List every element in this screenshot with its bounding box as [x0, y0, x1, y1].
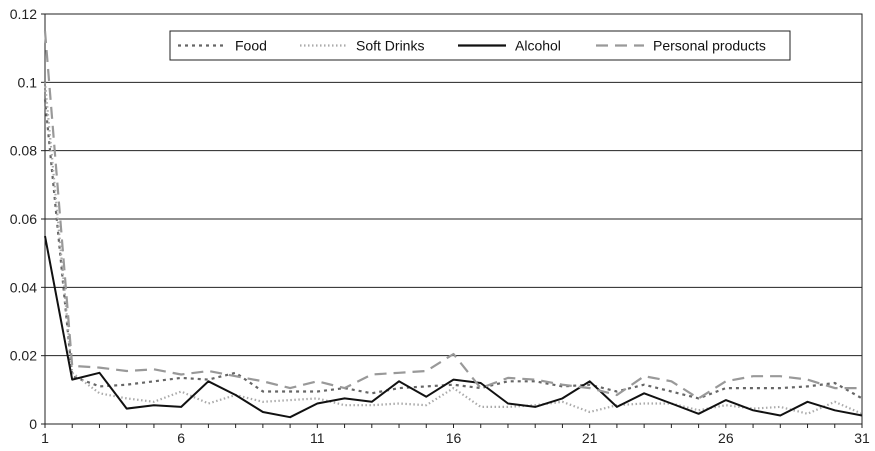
x-tick-label: 1 — [41, 430, 49, 446]
y-tick-label: 0.1 — [18, 74, 38, 90]
series-line-soft-drinks — [43, 82, 863, 415]
y-tick-label: 0.04 — [10, 279, 37, 295]
y-tick-label: 0.06 — [10, 211, 37, 227]
legend-label-alcohol: Alcohol — [515, 38, 561, 54]
legend-label-food: Food — [235, 38, 267, 54]
y-tick-label: 0.12 — [10, 6, 37, 22]
series-lines — [43, 31, 863, 419]
legend-label-personal-products: Personal products — [653, 38, 766, 54]
series-line-personal-products — [43, 31, 862, 400]
x-tick-label: 16 — [446, 430, 462, 446]
legend-label-soft-drinks: Soft Drinks — [356, 38, 424, 54]
x-tick-label: 6 — [177, 430, 185, 446]
y-tick-label: 0.02 — [10, 348, 37, 364]
gridlines — [45, 13, 862, 357]
y-tick-label: 0.08 — [10, 143, 37, 159]
x-tick-label: 26 — [718, 430, 734, 446]
x-tick-label: 11 — [310, 430, 325, 446]
axes: 00.020.040.060.080.10.121 6 11 16 21 26 31 — [10, 6, 870, 446]
series-line-alcohol — [44, 235, 863, 419]
x-tick-label: 21 — [582, 430, 598, 446]
legend: Food Soft Drinks Alcohol Personal products — [169, 30, 791, 61]
x-tick-label: 31 — [854, 430, 870, 446]
y-tick-label: 0 — [29, 416, 37, 432]
